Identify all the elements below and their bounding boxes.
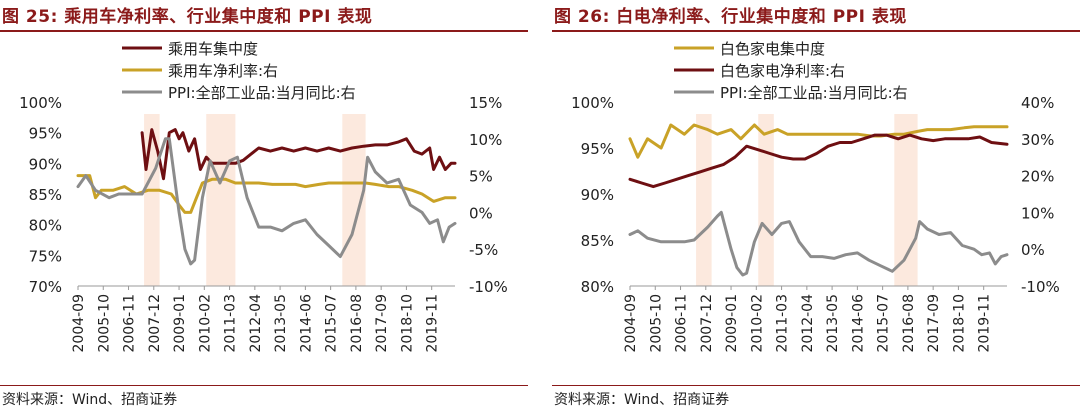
series-line-3: [76, 137, 457, 266]
x-tick-label: 2009-01: [724, 294, 740, 353]
y-left-tick-label: 100%: [571, 94, 614, 112]
chart-panel-right: 图 26: 白电净利率、行业集中度和 PPI 表现 100% 95% 90% 85% 8…: [552, 0, 1080, 411]
y-left-tick-label: 75%: [29, 247, 62, 265]
y-left-tick-label: 95%: [29, 125, 62, 143]
y-right-tick-label: -10%: [469, 278, 508, 296]
y-left-tick-label: 90%: [29, 155, 62, 173]
x-tick-label: 2013-05: [825, 294, 841, 353]
x-tick-label: 2005-10: [648, 294, 664, 353]
x-tick-label: 2017-09: [374, 294, 390, 353]
x-tick-label: 2018-10: [399, 294, 415, 353]
legend-label: PPI:全部工业品:当月同比:右: [168, 84, 356, 102]
y-right-tick-label: -5%: [469, 241, 498, 259]
legend-label: 白色家电净利率:右: [720, 62, 845, 80]
y-left-tick-label: 70%: [29, 278, 62, 296]
y-left-tick-label: 90%: [581, 186, 614, 204]
x-tick-label: 2013-05: [273, 294, 289, 353]
y-left-tick-label: 85%: [29, 186, 62, 204]
x-tick-label: 2006-11: [674, 294, 690, 353]
x-tick-label: 2019-11: [977, 294, 993, 353]
series-line-1: [140, 128, 457, 181]
y-right-tick-label: -10%: [1021, 278, 1060, 296]
y-right-tick-label: 0%: [469, 204, 493, 222]
y-right-tick-label: 0%: [1021, 241, 1045, 259]
x-tick-label: 2016-08: [349, 294, 365, 353]
y-right-tick-label: 40%: [1021, 94, 1054, 112]
chart-panel-left: 图 25: 乘用车净利率、行业集中度和 PPI 表现 100% 95% 90% 85%…: [0, 0, 528, 411]
shaded-period: [206, 114, 236, 286]
x-tick-label: 2015-07: [876, 294, 892, 353]
x-tick-label: 2014-06: [850, 294, 866, 353]
y-left-tick-label: 80%: [29, 217, 62, 235]
x-tick-label: 2012-04: [800, 294, 816, 353]
x-tick-label: 2018-10: [951, 294, 967, 353]
y-right-tick-label: 15%: [469, 94, 502, 112]
title-divider: [0, 30, 528, 32]
footer-divider: [552, 385, 1080, 386]
shaded-period: [758, 114, 774, 286]
chart-svg-left: 100% 95% 90% 85% 80% 75% 70% 15% 10% 5% 0% -5% -10% 2…: [19, 40, 508, 353]
shaded-period: [696, 114, 712, 286]
x-tick-label: 2005-10: [96, 294, 112, 353]
x-tick-label: 2016-08: [901, 294, 917, 353]
y-left-tick-label: 80%: [581, 278, 614, 296]
legend-label: PPI:全部工业品:当月同比:右: [720, 84, 908, 102]
footer-divider: [0, 385, 528, 386]
x-tick-label: 2004-09: [71, 294, 87, 353]
x-tick-label: 2010-02: [749, 294, 765, 353]
series-line-1: [628, 123, 1009, 159]
y-right-tick-label: 10%: [1021, 204, 1054, 222]
legend-label: 乘用车集中度: [168, 40, 258, 58]
x-tick-label: 2014-06: [298, 294, 314, 353]
legend-label: 白色家电集中度: [720, 40, 825, 58]
chart-source: 资料来源：Wind、招商证券: [554, 392, 730, 408]
x-tick-label: 2004-09: [623, 294, 639, 353]
title-divider: [552, 30, 1080, 32]
x-tick-label: 2010-02: [197, 294, 213, 353]
legend-label: 乘用车净利率:右: [168, 62, 278, 80]
chart-title: 图 25: 乘用车净利率、行业集中度和 PPI 表现: [2, 7, 373, 27]
series-line-3: [628, 210, 1009, 277]
shaded-period: [144, 114, 160, 286]
x-tick-label: 2017-09: [926, 294, 942, 353]
y-right-tick-label: 10%: [469, 131, 502, 149]
y-right-tick-label: 5%: [469, 168, 493, 186]
y-left-tick-label: 95%: [581, 140, 614, 158]
chart-svg-right: 100% 95% 90% 85% 80% 40% 30% 20% 10% 0% -10% 2004-0…: [571, 40, 1060, 353]
x-tick-label: 2019-11: [425, 294, 441, 353]
y-left-tick-label: 100%: [19, 94, 62, 112]
chart-source: 资料来源：Wind、招商证券: [2, 392, 178, 408]
x-tick-label: 2011-03: [223, 294, 239, 353]
chart-title: 图 26: 白电净利率、行业集中度和 PPI 表现: [554, 7, 907, 27]
series-line-2: [628, 133, 1009, 189]
x-tick-label: 2007-12: [147, 294, 163, 353]
y-right-tick-label: 30%: [1021, 131, 1054, 149]
x-tick-label: 2015-07: [324, 294, 340, 353]
x-tick-label: 2011-03: [775, 294, 791, 353]
y-right-tick-label: 20%: [1021, 168, 1054, 186]
x-tick-label: 2009-01: [172, 294, 188, 353]
x-tick-label: 2006-11: [122, 294, 138, 353]
y-left-tick-label: 85%: [581, 232, 614, 250]
x-tick-label: 2012-04: [248, 294, 264, 353]
x-tick-label: 2007-12: [699, 294, 715, 353]
